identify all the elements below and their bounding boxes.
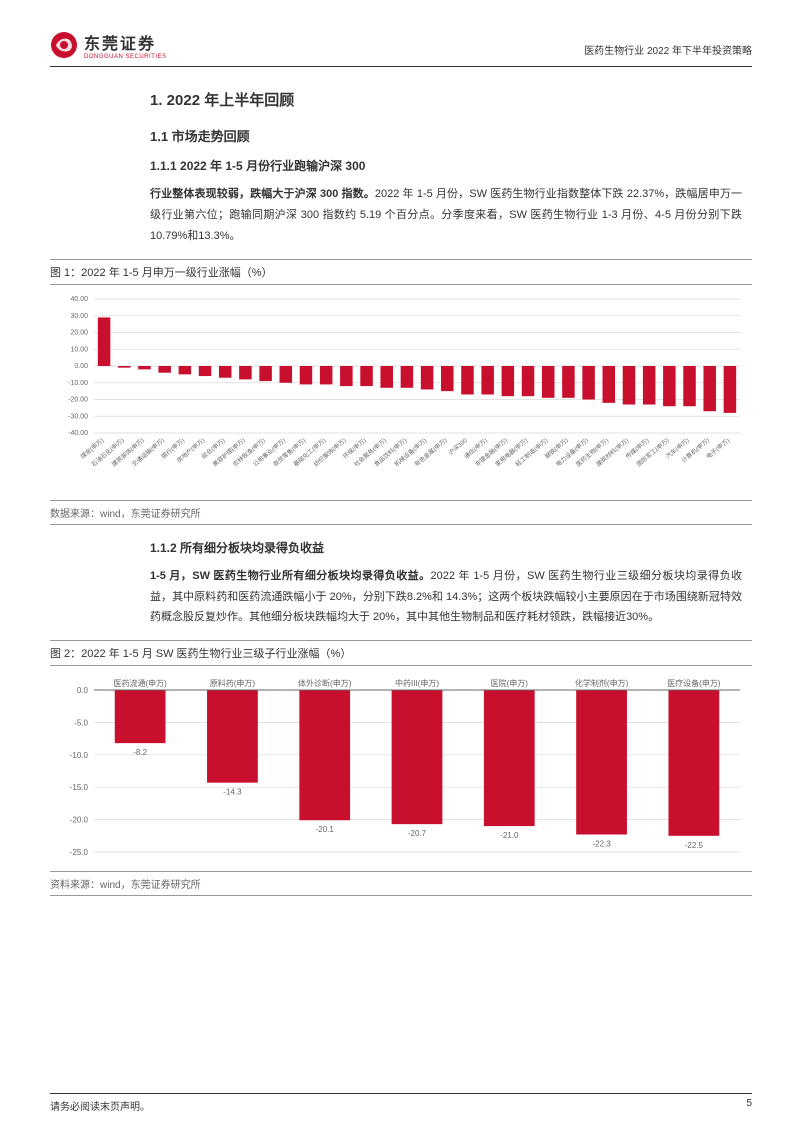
page-footer: 请务必阅读末页声明。 5 — [50, 1093, 752, 1113]
svg-text:-10.00: -10.00 — [68, 379, 88, 386]
figure2-source: 资料来源：wind，东莞证券研究所 — [50, 871, 752, 896]
svg-text:-22.5: -22.5 — [685, 841, 704, 850]
figure1-title: 图 1：2022 年 1-5 月申万一级行业涨幅（%） — [50, 259, 752, 285]
page-number: 5 — [746, 1098, 752, 1113]
svg-text:-22.3: -22.3 — [592, 840, 611, 849]
logo-text-cn: 东莞证券 — [84, 30, 167, 54]
svg-text:纺织服饰(申万): 纺织服饰(申万) — [312, 436, 348, 468]
svg-text:-10.0: -10.0 — [70, 751, 89, 760]
svg-text:体外诊断(申万): 体外诊断(申万) — [298, 678, 352, 688]
svg-text:10.00: 10.00 — [70, 346, 88, 353]
heading-11: 1.1 市场走势回顾 — [150, 126, 742, 145]
svg-text:-20.0: -20.0 — [70, 816, 89, 825]
svg-text:医疗设备(申万): 医疗设备(申万) — [667, 678, 721, 688]
page-header: 东莞证券 DONGGUAN SECURITIES 医药生物行业 2022 年下半… — [50, 30, 752, 67]
svg-text:-30.00: -30.00 — [68, 413, 88, 420]
para-bold: 行业整体表现较弱，跌幅大于沪深 300 指数。 — [150, 188, 375, 200]
svg-text:-21.0: -21.0 — [500, 831, 519, 840]
svg-text:原料药(申万): 原料药(申万) — [210, 678, 256, 688]
logo-block: 东莞证券 DONGGUAN SECURITIES — [50, 30, 167, 60]
logo-text-en: DONGGUAN SECURITIES — [84, 54, 167, 60]
figure1-source: 数据来源：wind，东莞证券研究所 — [50, 500, 752, 525]
figure2-title: 图 2：2022 年 1-5 月 SW 医药生物行业三级子行业涨幅（%） — [50, 640, 752, 666]
main-content: 1. 2022 年上半年回顾 1.1 市场走势回顾 1.1.1 2022 年 1… — [50, 89, 752, 896]
paragraph-111: 行业整体表现较弱，跌幅大于沪深 300 指数。2022 年 1-5 月份，SW … — [150, 184, 742, 247]
chart1-svg: -40.00 -30.00 -20.00 -10.00 0.00 10.00 20.00 30… — [50, 291, 750, 491]
svg-text:-8.2: -8.2 — [133, 748, 147, 757]
figure1-chart: -40.00 -30.00 -20.00 -10.00 0.00 10.00 20.00 30… — [50, 291, 752, 496]
svg-text:40.00: 40.00 — [70, 296, 88, 303]
svg-text:-14.3: -14.3 — [223, 788, 242, 797]
svg-text:-25.0: -25.0 — [70, 848, 89, 857]
svg-text:-20.7: -20.7 — [408, 829, 427, 838]
svg-text:交通运输(申万): 交通运输(申万) — [130, 436, 166, 468]
svg-text:国防军工(申万): 国防军工(申万) — [635, 436, 671, 468]
svg-text:医院(申万): 医院(申万) — [491, 678, 529, 688]
heading-112: 1.1.2 所有细分板块均录得负收益 — [150, 539, 742, 556]
heading-1: 1. 2022 年上半年回顾 — [150, 89, 742, 110]
figure2-chart: -25.0 -20.0 -15.0 -10.0 -5.0 0.0 医药流通(申万) -8.2 原… — [50, 672, 752, 867]
chart2-svg: -25.0 -20.0 -15.0 -10.0 -5.0 0.0 医药流通(申万) -8.2 原… — [50, 672, 750, 862]
heading-111: 1.1.1 2022 年 1-5 月份行业跑输沪深 300 — [150, 157, 742, 174]
svg-text:中药III(申万): 中药III(申万) — [395, 678, 439, 688]
svg-text:建筑材料(申万): 建筑材料(申万) — [594, 436, 630, 468]
svg-text:20.00: 20.00 — [70, 329, 88, 336]
svg-text:-20.1: -20.1 — [316, 826, 335, 835]
svg-text:-20.00: -20.00 — [68, 396, 88, 403]
svg-text:化学制剂(申万): 化学制剂(申万) — [575, 678, 629, 688]
svg-text:-40.00: -40.00 — [68, 430, 88, 437]
footer-note: 请务必阅读末页声明。 — [50, 1098, 150, 1113]
svg-text:-15.0: -15.0 — [70, 784, 89, 793]
svg-text:有色金属(申万): 有色金属(申万) — [413, 436, 449, 468]
svg-text:医药流通(申万): 医药流通(申万) — [113, 678, 167, 688]
paragraph-112: 1-5 月，SW 医药生物行业所有细分板块均录得负收益。2022 年 1-5 月… — [150, 566, 742, 629]
logo-icon — [50, 31, 78, 59]
svg-text:-5.0: -5.0 — [74, 719, 88, 728]
para-bold-2: 1-5 月，SW 医药生物行业所有细分板块均录得负收益。 — [150, 570, 431, 582]
svg-text:0.00: 0.00 — [74, 363, 88, 370]
header-subtitle: 医药生物行业 2022 年下半年投资策略 — [584, 42, 752, 57]
svg-text:30.00: 30.00 — [70, 312, 88, 319]
svg-text:0.0: 0.0 — [77, 686, 89, 695]
svg-text:轻工制造(申万): 轻工制造(申万) — [514, 436, 550, 468]
